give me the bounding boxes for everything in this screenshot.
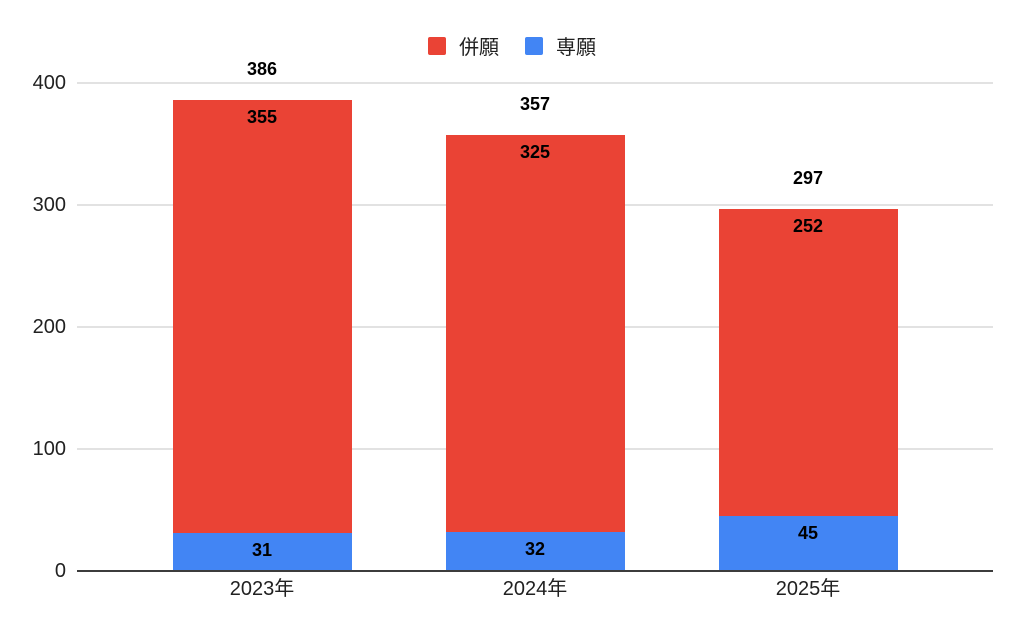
bar-segment-専願 <box>718 516 898 571</box>
bar-segment-併願 <box>445 135 625 532</box>
segment-value-label: 31 <box>251 540 273 561</box>
bar-segment-併願 <box>718 208 898 517</box>
segment-value-label: 45 <box>797 523 819 544</box>
bar-segment-併願 <box>172 100 352 534</box>
x-axis-label: 2024年 <box>502 578 568 600</box>
y-tick-label: 300 <box>32 194 66 216</box>
total-value-label: 297 <box>792 167 824 188</box>
segment-value-label: 355 <box>246 107 278 128</box>
segment-value-label: 325 <box>519 142 551 163</box>
legend-swatch-icon <box>525 36 543 55</box>
bar-segment-専願 <box>172 533 352 571</box>
bar-segment-専願 <box>445 531 625 571</box>
plot-area: 31 355 386 32 325 357 45 252 297 <box>77 59 993 572</box>
y-tick-label: 200 <box>32 316 66 338</box>
legend-swatch-icon <box>428 36 446 55</box>
segment-value-label: 252 <box>792 215 824 236</box>
gridline <box>77 82 993 84</box>
y-tick-label: 0 <box>54 560 66 582</box>
legend-item-0: 併願 <box>428 31 499 60</box>
segment-value-label: 32 <box>524 538 546 559</box>
total-value-label: 386 <box>246 59 278 80</box>
x-axis-line <box>77 570 993 572</box>
x-axis-label: 2025年 <box>775 578 841 600</box>
x-axis-label: 2023年 <box>229 578 295 600</box>
legend-label: 専願 <box>556 37 596 59</box>
legend: 併願 専願 <box>0 31 1024 60</box>
legend-item-1: 専願 <box>525 31 596 60</box>
legend-label: 併願 <box>459 37 499 59</box>
total-value-label: 357 <box>519 94 551 115</box>
y-tick-label: 400 <box>32 72 66 94</box>
y-tick-label: 100 <box>32 438 66 460</box>
